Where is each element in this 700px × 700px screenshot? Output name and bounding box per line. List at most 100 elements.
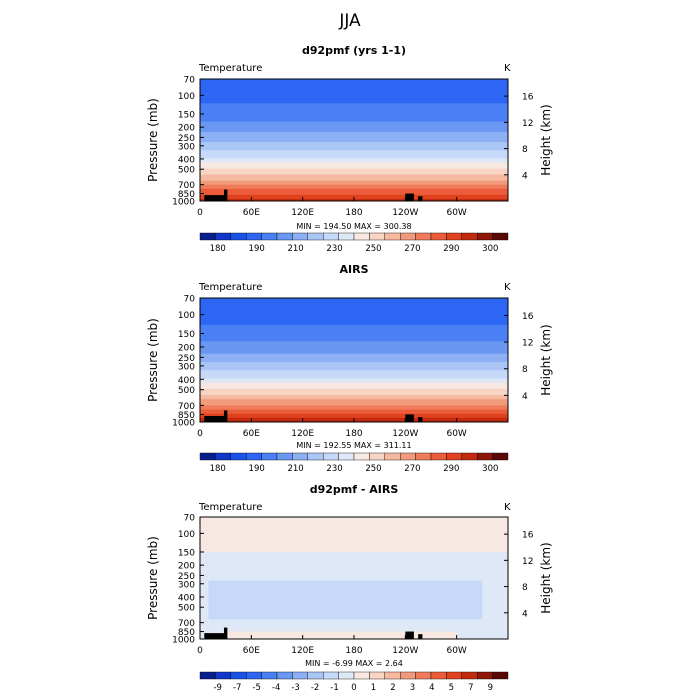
lon-tick-label: 120E [291, 208, 314, 218]
lon-tick-label: 180 [345, 429, 362, 439]
colorbar-label: 230 [326, 464, 342, 474]
lon-tick-label: 60E [243, 646, 260, 656]
panel-model-stats: MIN = 194.50 MAX = 300.38 [296, 222, 411, 231]
panel-diff-height-axis: 4 8 12 16 [504, 531, 534, 619]
temperature-band [200, 337, 508, 340]
pressure-tick-label: 250 [178, 134, 195, 144]
colorbar-swatch [230, 452, 247, 461]
panel-diff-title: d92pmf - AIRS [310, 483, 399, 496]
temperature-band [200, 164, 508, 168]
colorbar-swatch [245, 452, 262, 461]
lon-tick-label: 120E [291, 429, 314, 439]
colorbar-label: 190 [249, 464, 265, 474]
colorbar-label: 210 [287, 464, 303, 474]
colorbar-swatch [492, 232, 509, 241]
temperature-band [200, 349, 508, 353]
pressure-tick-label: 500 [178, 166, 195, 176]
temperature-band [200, 129, 508, 133]
temperature-band [200, 335, 508, 338]
pressure-tick-label: 300 [178, 142, 195, 152]
temperature-band [200, 401, 508, 404]
colorbar-swatch [353, 671, 370, 680]
temperature-band [200, 345, 508, 349]
colorbar-label: 290 [443, 464, 459, 474]
colorbar-swatch [292, 232, 308, 241]
colorbar-swatch [461, 452, 478, 461]
pressure-tick-label: 150 [178, 330, 195, 340]
panel-diff-lon-axis: 0 60E 120E 180 120W 60W [197, 635, 467, 656]
temperature-band [200, 409, 508, 413]
height-tick-label: 4 [522, 609, 528, 619]
temperature-band [200, 133, 508, 137]
colorbar-swatch [323, 232, 339, 241]
temperature-band [200, 115, 508, 119]
colorbar-swatch [261, 232, 278, 241]
temperature-band [200, 146, 508, 149]
panel-airs-ylabel: Pressure (mb) [146, 318, 160, 402]
temperature-band [200, 178, 508, 182]
temperature-band [200, 300, 508, 303]
temperature-band [200, 158, 508, 161]
panel-model-ylabel: Pressure (mb) [146, 98, 160, 182]
temperature-band [200, 194, 508, 198]
temperature-band [200, 382, 508, 386]
colorbar-label: 4 [429, 683, 434, 693]
colorbar-label: -7 [233, 683, 241, 693]
colorbar-label: 1 [371, 683, 376, 693]
temperature-band [200, 103, 508, 107]
temperature-band [200, 109, 508, 113]
colorbar-label: 180 [210, 244, 226, 254]
temperature-band [200, 393, 508, 396]
colorbar-swatch [384, 232, 401, 241]
colorbar-label: 300 [482, 464, 498, 474]
temperature-band [200, 329, 508, 332]
temperature-band [200, 144, 508, 147]
height-tick-label: 16 [522, 531, 534, 541]
pressure-tick-label: 100 [178, 530, 195, 540]
temperature-band [200, 351, 508, 355]
colorbar-swatch [492, 671, 509, 680]
colorbar-swatch [477, 232, 493, 241]
panel-airs-colorbar: 180 190 210 230 250 270 290 300 [199, 452, 509, 474]
panel-model: d92pmf (yrs 1-1) Temperature K 70 100 150 2… [146, 44, 553, 254]
panel-airs-stats: MIN = 192.55 MAX = 311.11 [296, 441, 411, 450]
panel-diff: d92pmf - AIRS Temperature K 701001502002… [146, 483, 553, 693]
temperature-band [200, 174, 508, 178]
temperature-band [200, 160, 508, 163]
pressure-tick-label: 850 [178, 190, 195, 200]
panel-diff-stats: MIN = -6.99 MAX = 2.64 [305, 659, 403, 668]
height-tick-label: 4 [522, 171, 528, 181]
pressure-tick-label: 1000 [172, 419, 195, 429]
temperature-band [200, 308, 508, 311]
colorbar-swatch [276, 671, 293, 680]
temperature-band [200, 312, 508, 316]
lon-tick-label: 60E [243, 208, 260, 218]
temperature-band [200, 131, 508, 135]
temperature-band [200, 140, 508, 143]
temperature-band [200, 190, 508, 194]
colorbar-swatch [338, 452, 355, 461]
colorbar-swatch [384, 671, 401, 680]
temperature-band [200, 391, 508, 394]
temperature-band [200, 347, 508, 351]
temperature-band [200, 343, 508, 347]
lon-tick-label: 60W [446, 208, 466, 218]
temperature-band [200, 357, 508, 361]
colorbar-swatch [292, 671, 308, 680]
panel-diff-ylabel-right: Height (km) [539, 542, 553, 613]
temperature-band [200, 374, 508, 378]
temperature-band [200, 79, 508, 82]
panel-diff-colorbar: -9 -7 -5 -4 -3 -2 -1 0 1 2 3 4 5 7 9 [199, 671, 509, 693]
panel-model-terrain [204, 189, 423, 201]
colorbar-swatch [477, 452, 493, 461]
temperature-band [200, 372, 508, 376]
colorbar-swatch [369, 671, 385, 680]
temperature-band [200, 397, 508, 400]
panel-airs-height-axis: 4 8 12 16 [504, 312, 534, 402]
temperature-band [200, 324, 508, 328]
height-tick-label: 8 [522, 583, 528, 593]
colorbar-swatch [384, 452, 401, 461]
temperature-band [200, 186, 508, 190]
temperature-band [200, 121, 508, 125]
